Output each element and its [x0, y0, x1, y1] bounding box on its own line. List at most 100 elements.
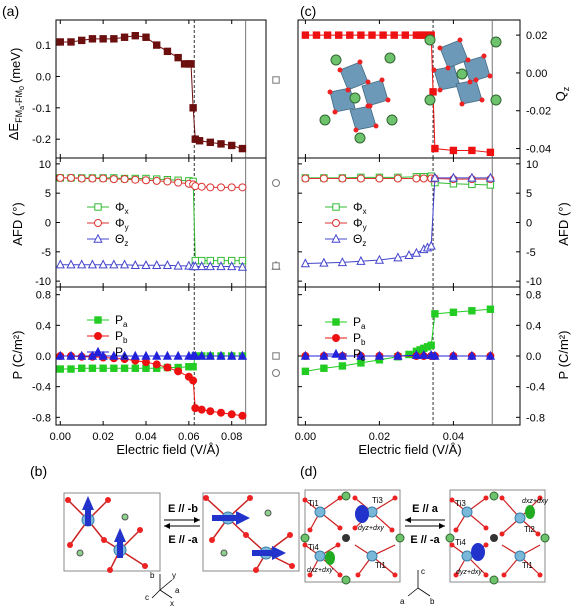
data-point — [217, 140, 225, 148]
data-point — [130, 350, 140, 360]
data-point — [88, 35, 97, 43]
data-point — [430, 350, 440, 360]
data-point — [120, 175, 129, 184]
y-tick-label: 0.00 — [526, 68, 547, 80]
data-point — [346, 31, 354, 39]
data-point — [356, 174, 365, 183]
data-point — [237, 350, 248, 360]
legend-marker — [93, 346, 103, 356]
reference-marker — [272, 179, 280, 187]
y-tick-label: 0 — [45, 218, 51, 230]
data-point — [56, 38, 64, 46]
y-tick-label: 10 — [526, 159, 538, 171]
data-point — [191, 404, 200, 413]
data-point — [163, 177, 172, 186]
data-point — [301, 367, 310, 376]
data-point — [337, 257, 348, 267]
subplot-a-top: 0.1 0.0 -0.1 -0.2 — [32, 19, 280, 159]
data-point — [78, 364, 86, 372]
data-point — [152, 360, 161, 369]
data-point — [189, 104, 197, 112]
y-tick-label: 0.1 — [36, 40, 51, 52]
svg-text:Ti2: Ti2 — [524, 525, 535, 534]
y-tick-label: -0.4 — [32, 382, 51, 394]
data-point — [427, 341, 435, 349]
svg-text:y: y — [172, 571, 176, 580]
svg-text:E // -b: E // -b — [168, 503, 198, 515]
data-point — [206, 407, 215, 416]
data-point — [99, 364, 107, 372]
structure-inset — [319, 34, 502, 144]
svg-text:dxz+dxy: dxz+dxy — [307, 567, 333, 574]
data-point — [227, 410, 236, 419]
y-tick-label: 5 — [526, 188, 532, 200]
series-Pa — [301, 305, 495, 376]
data-point — [153, 41, 161, 49]
x-tick-label: 0.02 — [369, 431, 390, 443]
series-line — [60, 177, 243, 188]
svg-text:E // -a: E // -a — [410, 534, 440, 546]
data-point — [174, 178, 183, 187]
x-tick-label: 0.00 — [50, 431, 71, 443]
data-point — [374, 350, 385, 360]
legend-label: Φx — [353, 200, 367, 216]
data-point — [375, 174, 384, 183]
data-point — [189, 363, 197, 371]
data-point — [404, 250, 414, 260]
data-point — [237, 261, 248, 271]
svg-text:a: a — [175, 586, 180, 595]
legend-label: Pb — [115, 329, 128, 345]
data-point — [163, 363, 172, 372]
reference-marker — [272, 352, 280, 360]
data-point — [120, 364, 129, 372]
data-point — [217, 183, 225, 192]
svg-text:b: b — [430, 597, 435, 606]
data-point — [485, 350, 496, 360]
data-point — [393, 174, 402, 183]
legend-marker — [94, 219, 102, 227]
series-main — [56, 31, 247, 153]
data-point — [301, 174, 310, 183]
data-point — [335, 31, 343, 39]
x-tick-label: 0.00 — [295, 431, 316, 443]
data-point — [174, 53, 182, 62]
data-point — [55, 350, 65, 360]
y-tick-label: 5 — [45, 188, 51, 200]
data-point — [379, 31, 387, 39]
y-tick-label: 0.4 — [526, 320, 541, 332]
data-point — [56, 365, 64, 373]
data-point — [357, 31, 365, 39]
legend-marker — [332, 318, 340, 326]
data-point — [419, 174, 428, 183]
legend-marker — [331, 348, 341, 358]
y-tick-label: -0.8 — [526, 412, 545, 424]
data-point — [197, 350, 207, 360]
svg-text:Ti4: Ti4 — [455, 538, 466, 547]
data-point — [197, 405, 206, 414]
data-point — [88, 364, 97, 372]
series-Pc — [55, 350, 248, 360]
data-point — [486, 148, 495, 157]
data-point — [216, 261, 226, 271]
data-point — [197, 261, 207, 271]
data-point — [356, 350, 366, 360]
data-point — [162, 350, 173, 360]
y-tick-label: -10 — [35, 276, 51, 288]
data-point — [131, 364, 139, 372]
data-point — [393, 350, 403, 360]
series-line — [60, 177, 243, 262]
data-point — [152, 176, 161, 185]
panel-label-d: (d) — [300, 463, 317, 479]
svg-text:c: c — [421, 567, 425, 576]
y-tick-label: -0.02 — [526, 106, 551, 118]
data-point — [205, 261, 215, 271]
data-point — [426, 240, 436, 250]
legend-label: Pa — [353, 315, 366, 331]
diagram-d: Ti1 Ti3 Ti4 Ti1 dyz+dxy dxz+dxy — [300, 489, 550, 606]
data-point — [205, 350, 215, 360]
x-tick-label: 0.02 — [92, 431, 113, 443]
legend-label: Pa — [115, 313, 128, 329]
